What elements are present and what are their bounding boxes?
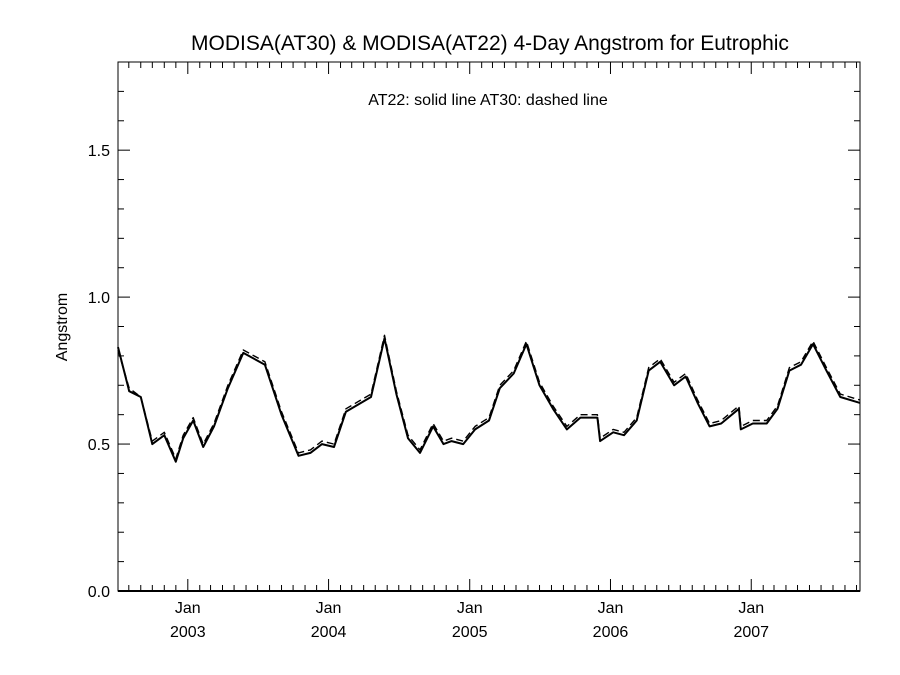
y-tick-label: 1.0 <box>88 290 110 307</box>
y-tick-label: 0.0 <box>88 584 110 601</box>
x-tick-label-year: 2003 <box>170 624 206 641</box>
plot-frame <box>117 61 861 592</box>
line-style-note: AT22: solid line AT30: dashed line <box>368 92 608 109</box>
x-tick-label-month: Jan <box>316 600 342 617</box>
plot-area: 0.0 0.5 1.0 1.5 Jan 2003 Jan 2004 Jan 2005 Jan 2006… <box>88 61 861 641</box>
x-tick-label-month: Jan <box>598 600 624 617</box>
series-line-at30 <box>117 334 861 460</box>
x-tick-label-month: Jan <box>175 600 201 617</box>
y-axis-label: Angstrom <box>54 293 71 361</box>
y-tick-label: 0.5 <box>88 437 110 454</box>
x-tick-label-month: Jan <box>457 600 483 617</box>
x-tick-label-year: 2007 <box>733 624 769 641</box>
y-tick-label: 1.5 <box>88 143 110 160</box>
x-tick-label-year: 2005 <box>452 624 488 641</box>
chart-title: MODISA(AT30) & MODISA(AT22) 4-Day Angstr… <box>191 32 789 55</box>
x-tick-label-year: 2006 <box>593 624 629 641</box>
x-tick-label-year: 2004 <box>311 624 347 641</box>
x-tick-label-month: Jan <box>738 600 764 617</box>
series-line-at22 <box>117 337 861 463</box>
